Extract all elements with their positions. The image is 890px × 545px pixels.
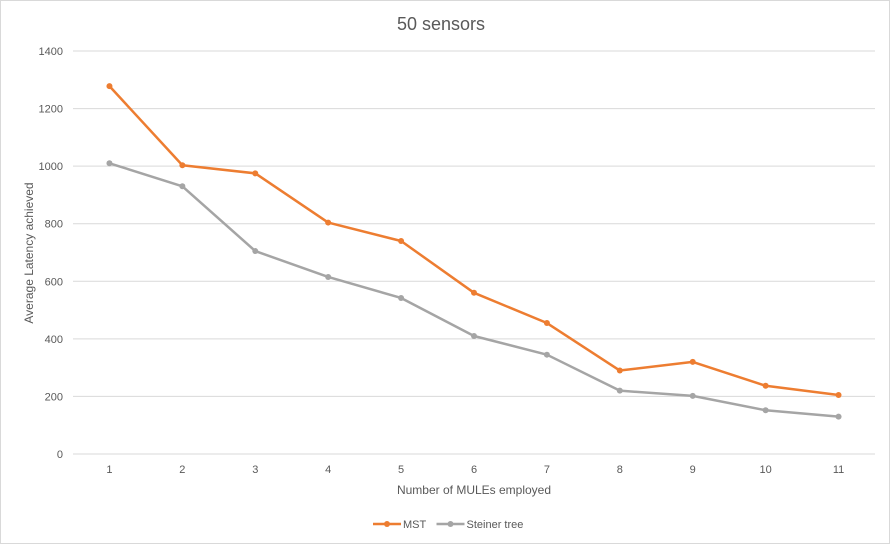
series-lines [106,83,842,420]
legend-item: Steiner tree [436,519,524,531]
x-tick-label: 8 [617,464,623,476]
data-point [689,392,696,399]
x-axis-ticks: 1 2 3 4 5 6 7 8 9 10 11 [106,464,844,476]
y-tick-label: 200 [45,391,63,403]
y-tick-label: 1400 [39,46,63,58]
gridlines [73,50,875,455]
series-mst [106,83,842,398]
data-point [543,320,550,327]
x-tick-label: 3 [252,464,258,476]
data-point [325,273,332,280]
x-tick-label: 1 [106,464,112,476]
data-point [543,351,550,358]
y-axis-ticks: 0 200 400 600 800 1000 1200 1400 [39,46,63,461]
y-tick-label: 1000 [39,161,63,173]
data-point [835,413,842,420]
chart-title: 50 sensors [397,14,485,34]
legend-marker [447,521,454,527]
data-point [762,407,769,414]
data-point [616,367,623,374]
data-point [835,391,842,398]
legend-label: Steiner tree [467,519,524,531]
data-point [471,332,477,339]
x-tick-label: 11 [833,464,844,476]
x-axis-label: Number of MULEs employed [397,483,551,497]
legend: MST Steiner tree [373,519,523,531]
y-tick-label: 600 [45,276,63,288]
y-tick-label: 800 [45,219,63,231]
y-axis-label: Average Latency achieved [22,182,36,323]
x-tick-label: 5 [398,464,404,476]
y-tick-label: 0 [57,449,63,461]
x-tick-label: 6 [471,464,477,476]
data-point [252,170,259,177]
data-point [106,83,113,90]
x-tick-label: 9 [690,464,696,476]
x-tick-label: 4 [325,464,331,476]
data-point [398,294,405,301]
data-point [325,219,332,226]
data-point [179,162,186,169]
data-point [689,358,696,365]
y-tick-label: 1200 [39,104,63,116]
legend-marker [384,521,390,527]
data-point [616,387,623,394]
data-point [252,248,259,255]
legend-label: MST [403,519,427,531]
legend-item: MST [373,519,427,531]
data-point [179,183,186,190]
data-point [106,160,113,167]
data-point [398,237,405,244]
x-tick-label: 2 [179,464,185,476]
series-steiner-tree [106,160,842,420]
y-tick-label: 400 [45,334,63,346]
x-tick-label: 10 [760,464,772,476]
data-point [471,289,477,296]
series-line [108,85,839,397]
x-tick-label: 7 [544,464,550,476]
data-point [762,382,769,389]
